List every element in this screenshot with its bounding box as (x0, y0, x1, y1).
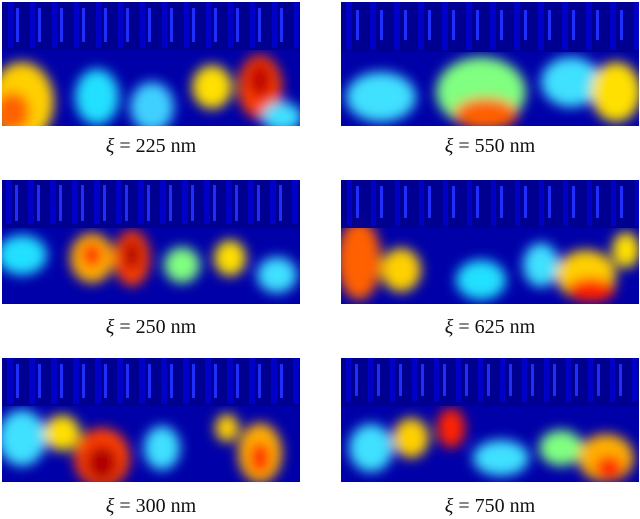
caption-value: = 625 nm (453, 316, 536, 338)
xi-symbol: ξ (444, 495, 454, 517)
caption-6: ξ = 750 nm (341, 494, 639, 518)
xi-symbol: ξ (105, 316, 115, 338)
field-map-2 (341, 2, 639, 126)
xi-symbol: ξ (444, 316, 454, 338)
xi-symbol: ξ (105, 135, 115, 157)
field-map-4 (341, 180, 639, 304)
caption-value: = 550 nm (453, 135, 536, 157)
caption-value: = 225 nm (114, 135, 197, 157)
field-map-6 (341, 358, 639, 482)
caption-5: ξ = 300 nm (2, 494, 300, 518)
field-map-5 (2, 358, 300, 482)
caption-value: = 250 nm (114, 316, 197, 338)
field-map-3 (2, 180, 300, 304)
caption-1: ξ = 225 nm (2, 134, 300, 158)
caption-value: = 300 nm (114, 495, 197, 517)
caption-4: ξ = 625 nm (341, 315, 639, 339)
caption-2: ξ = 550 nm (341, 134, 639, 158)
caption-3: ξ = 250 nm (2, 315, 300, 339)
xi-symbol: ξ (105, 495, 115, 517)
field-map-1 (2, 2, 300, 126)
caption-value: = 750 nm (453, 495, 536, 517)
xi-symbol: ξ (444, 135, 454, 157)
